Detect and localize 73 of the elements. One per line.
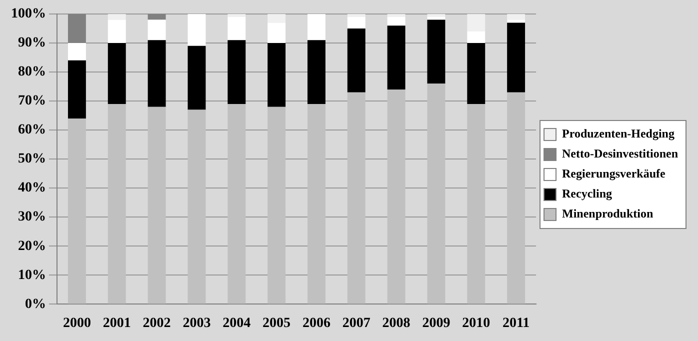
y-tick-label: 80% bbox=[18, 64, 46, 80]
bar bbox=[228, 40, 246, 104]
x-tick-label: 2008 bbox=[382, 316, 410, 332]
bar bbox=[148, 14, 166, 20]
y-tick-label: 60% bbox=[18, 122, 46, 138]
bar bbox=[268, 14, 286, 23]
legend-label: Netto-Desinvestitionen bbox=[562, 146, 678, 161]
bar bbox=[68, 118, 86, 304]
x-tick-label: 2004 bbox=[222, 316, 251, 332]
bar bbox=[467, 104, 486, 304]
bar bbox=[268, 43, 286, 107]
legend-label: Produzenten-Hedging bbox=[562, 126, 674, 141]
bar bbox=[507, 92, 526, 304]
bar bbox=[68, 14, 86, 44]
y-tick-label: 90% bbox=[18, 36, 46, 51]
y-tick-label: 50% bbox=[18, 152, 46, 167]
bar bbox=[188, 14, 206, 46]
x-tick-label: 2009 bbox=[422, 316, 450, 332]
x-tick-label: 2005 bbox=[262, 316, 291, 332]
bar bbox=[387, 14, 406, 17]
bar bbox=[427, 16, 446, 20]
bar bbox=[347, 14, 366, 17]
bar bbox=[228, 16, 246, 40]
bar bbox=[108, 43, 126, 104]
bar bbox=[108, 14, 126, 20]
legend-label: Minenproduktion bbox=[562, 206, 654, 221]
y-tick-label: 100% bbox=[11, 6, 46, 22]
bar bbox=[68, 43, 86, 60]
bar bbox=[148, 106, 166, 304]
bar bbox=[307, 14, 326, 40]
bar bbox=[108, 104, 126, 304]
legend-label: Regierungsverkäufe bbox=[562, 166, 666, 181]
legend-label: Recycling bbox=[562, 186, 612, 201]
bar bbox=[268, 106, 286, 304]
x-tick-label: 2007 bbox=[342, 316, 370, 332]
bar bbox=[148, 20, 166, 40]
y-tick-label: 0% bbox=[25, 296, 46, 312]
x-tick-label: 2003 bbox=[182, 316, 211, 332]
bar bbox=[148, 40, 166, 107]
bar bbox=[188, 46, 206, 110]
y-tick-label: 30% bbox=[18, 210, 46, 225]
y-tick-label: 70% bbox=[18, 94, 46, 109]
x-tick-label: 2010 bbox=[462, 316, 490, 332]
bar bbox=[347, 16, 366, 29]
bar bbox=[347, 28, 366, 92]
bar bbox=[188, 110, 206, 304]
bar bbox=[427, 20, 446, 84]
y-tick-label: 40% bbox=[18, 180, 46, 196]
bar bbox=[387, 89, 406, 304]
bar bbox=[68, 60, 86, 118]
y-tick-label: 10% bbox=[18, 268, 46, 283]
bar bbox=[347, 92, 366, 304]
bar bbox=[268, 22, 286, 44]
y-tick-label: 20% bbox=[18, 238, 46, 254]
bar bbox=[427, 14, 446, 17]
bar bbox=[108, 20, 126, 44]
bar bbox=[387, 16, 406, 26]
bar bbox=[427, 84, 446, 304]
bar bbox=[507, 22, 526, 92]
bar bbox=[307, 104, 326, 304]
x-tick-label: 2000 bbox=[62, 316, 91, 332]
bar bbox=[307, 40, 326, 104]
bar bbox=[387, 26, 406, 90]
x-tick-label: 2002 bbox=[142, 316, 171, 332]
x-tick-label: 2011 bbox=[502, 316, 530, 332]
x-tick-label: 2001 bbox=[102, 316, 131, 332]
bar bbox=[228, 14, 246, 17]
bar bbox=[467, 43, 486, 104]
bar bbox=[507, 14, 526, 20]
bar bbox=[228, 104, 246, 304]
x-tick-label: 2006 bbox=[302, 316, 330, 332]
bar bbox=[467, 14, 486, 32]
bar bbox=[467, 31, 486, 44]
